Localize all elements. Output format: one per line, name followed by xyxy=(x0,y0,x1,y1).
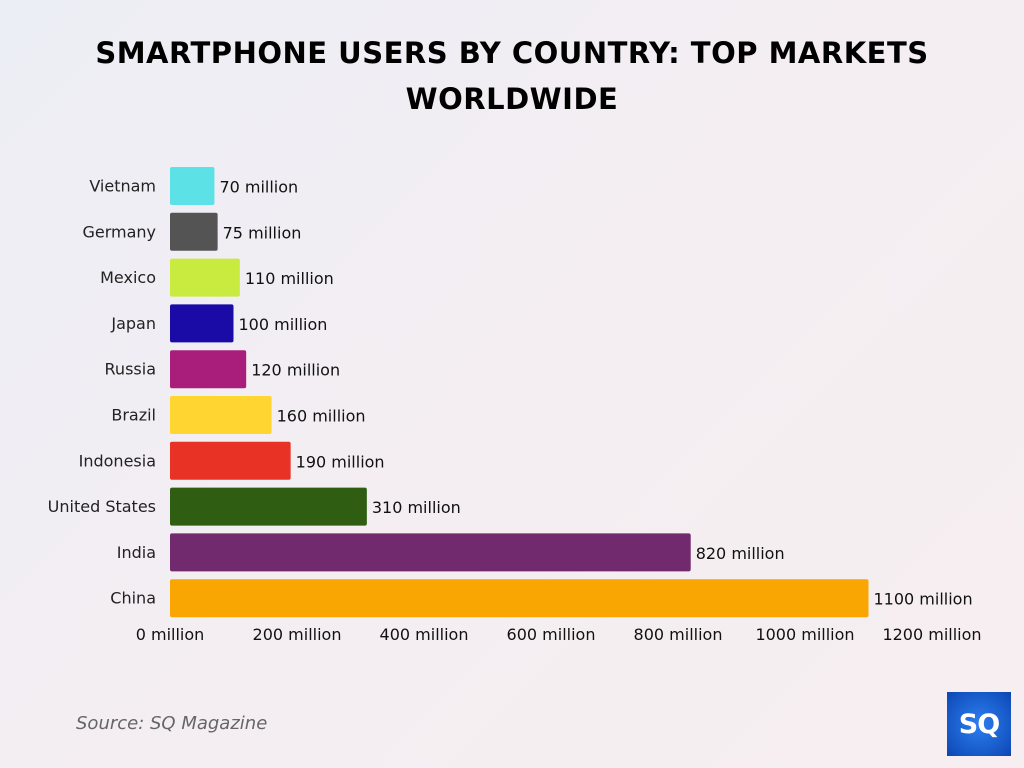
category-label: India xyxy=(117,543,156,562)
data-label: 75 million xyxy=(223,223,302,242)
x-tick-label: 600 million xyxy=(507,625,596,644)
category-label: Russia xyxy=(105,360,156,379)
data-label: 100 million xyxy=(239,315,328,334)
category-label: China xyxy=(110,589,156,608)
data-label: 110 million xyxy=(245,269,334,288)
category-label: Brazil xyxy=(111,406,156,425)
data-label: 160 million xyxy=(277,407,366,426)
sq-logo: SQ xyxy=(947,692,1011,756)
bar-japan xyxy=(170,304,234,343)
data-label: 820 million xyxy=(696,544,785,563)
category-label: Japan xyxy=(110,314,156,333)
bar-india xyxy=(170,533,691,572)
data-label: 120 million xyxy=(251,361,340,380)
bar-indonesia xyxy=(170,441,291,480)
category-label: Mexico xyxy=(100,268,156,287)
category-label: United States xyxy=(48,497,156,516)
bar-united-states xyxy=(170,487,367,526)
x-tick-label: 200 million xyxy=(253,625,342,644)
chart-title: SMARTPHONE USERS BY COUNTRY: TOP MARKETS… xyxy=(95,36,929,116)
logo-text: SQ xyxy=(958,708,1000,740)
category-label: Indonesia xyxy=(79,451,156,470)
x-tick-label: 0 million xyxy=(136,625,205,644)
source-note: Source: SQ Magazine xyxy=(76,713,268,734)
bar-brazil xyxy=(170,396,272,434)
bar-china xyxy=(170,579,869,618)
x-tick-label: 1200 million xyxy=(882,625,981,644)
x-tick-label: 400 million xyxy=(380,625,469,644)
bar-germany xyxy=(170,212,218,251)
data-label: 70 million xyxy=(219,178,298,197)
x-tick-label: 1000 million xyxy=(755,625,854,644)
data-label: 310 million xyxy=(372,498,461,517)
category-label: Germany xyxy=(82,222,156,241)
x-tick-label: 800 million xyxy=(634,625,723,644)
bar-chart: Vietnam 70 million Germany 75 million Mexico… xyxy=(48,167,982,644)
data-label: 1100 million xyxy=(874,590,973,609)
bar-mexico xyxy=(170,258,240,297)
bar-russia xyxy=(170,350,247,389)
category-label: Vietnam xyxy=(89,177,156,196)
data-label: 190 million xyxy=(296,452,385,471)
bar-vietnam xyxy=(170,167,215,205)
